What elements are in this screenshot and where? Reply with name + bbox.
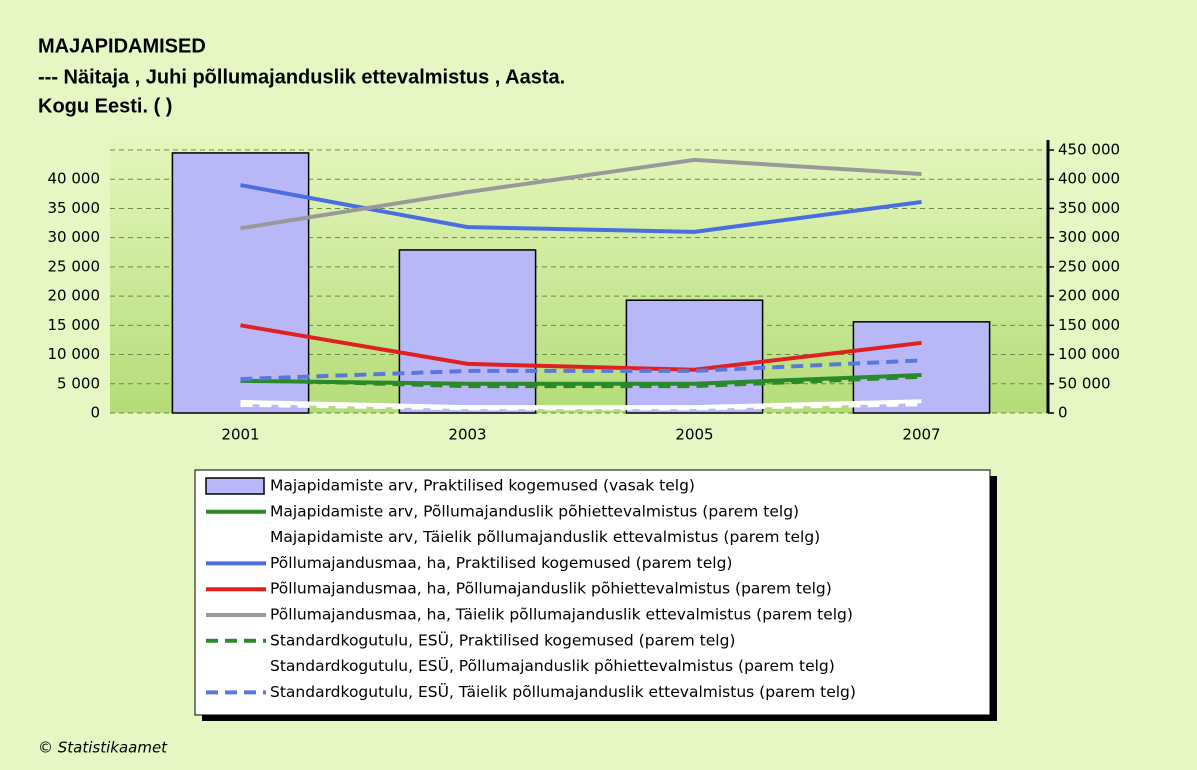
y-tick-label: 25 000 xyxy=(48,257,101,275)
y2-tick-label: 400 000 xyxy=(1058,170,1120,188)
y-tick-label: 5 000 xyxy=(57,374,100,392)
y2-tick-label: 250 000 xyxy=(1058,257,1120,275)
y2-tick-label: 100 000 xyxy=(1058,345,1120,363)
y-tick-label: 10 000 xyxy=(48,345,101,363)
y-tick-label: 40 000 xyxy=(48,170,101,188)
bar xyxy=(171,152,310,414)
legend-label: Standardkogutulu, ESÜ, Põllumajanduslik … xyxy=(270,656,835,675)
y2-tick-label: 300 000 xyxy=(1058,228,1120,246)
line xyxy=(240,399,922,410)
source: © Statistikaamet xyxy=(38,739,168,757)
y2-tick-label: 450 000 xyxy=(1058,141,1120,159)
bar xyxy=(625,299,764,414)
line xyxy=(240,373,922,386)
legend-label: Põllumajandusmaa, ha, Täielik põllumajan… xyxy=(270,606,853,624)
y2-tick-label: 200 000 xyxy=(1058,287,1120,305)
y-tick-label: 30 000 xyxy=(48,228,101,246)
legend-swatch xyxy=(205,477,265,495)
legend-label: Põllumajandusmaa, ha, Praktilised kogemu… xyxy=(270,554,732,572)
legend-label: Majapidamiste arv, Täielik põllumajandus… xyxy=(270,528,820,546)
legend-label: Majapidamiste arv, Põllumajanduslik põhi… xyxy=(270,502,799,520)
line xyxy=(240,323,922,372)
x-tick-label: 2005 xyxy=(675,426,713,444)
x-tick-label: 2007 xyxy=(902,426,940,444)
bar xyxy=(852,321,991,414)
y2-tick-label: 150 000 xyxy=(1058,316,1120,334)
y-tick-label: 20 000 xyxy=(48,287,101,305)
bar xyxy=(398,249,537,414)
x-tick-label: 2001 xyxy=(221,426,259,444)
y2-tick-label: 50 000 xyxy=(1058,374,1111,392)
y-tick-label: 0 xyxy=(90,404,100,422)
legend-label: Standardkogutulu, ESÜ, Praktilised kogem… xyxy=(270,630,735,649)
legend xyxy=(194,469,991,716)
legend-label: Standardkogutulu, ESÜ, Täielik põllumaja… xyxy=(270,682,856,701)
chart-title: MAJAPIDAMISED xyxy=(38,35,206,57)
y2-tick-label: 0 xyxy=(1058,404,1068,422)
x-tick-label: 2003 xyxy=(448,426,486,444)
chart-subtitle: --- Näitaja , Juhi põllumajanduslik ette… xyxy=(38,66,565,88)
line xyxy=(240,157,922,231)
legend-label: Põllumajandusmaa, ha, Põllumajanduslik p… xyxy=(270,580,832,598)
y-tick-label: 35 000 xyxy=(48,199,101,217)
legend-label: Majapidamiste arv, Praktilised kogemused… xyxy=(270,477,695,495)
chart-subtitle: Kogu Eesti. ( ) xyxy=(38,95,172,117)
y2-tick-label: 350 000 xyxy=(1058,199,1120,217)
line xyxy=(240,183,922,234)
y-tick-label: 15 000 xyxy=(48,316,101,334)
